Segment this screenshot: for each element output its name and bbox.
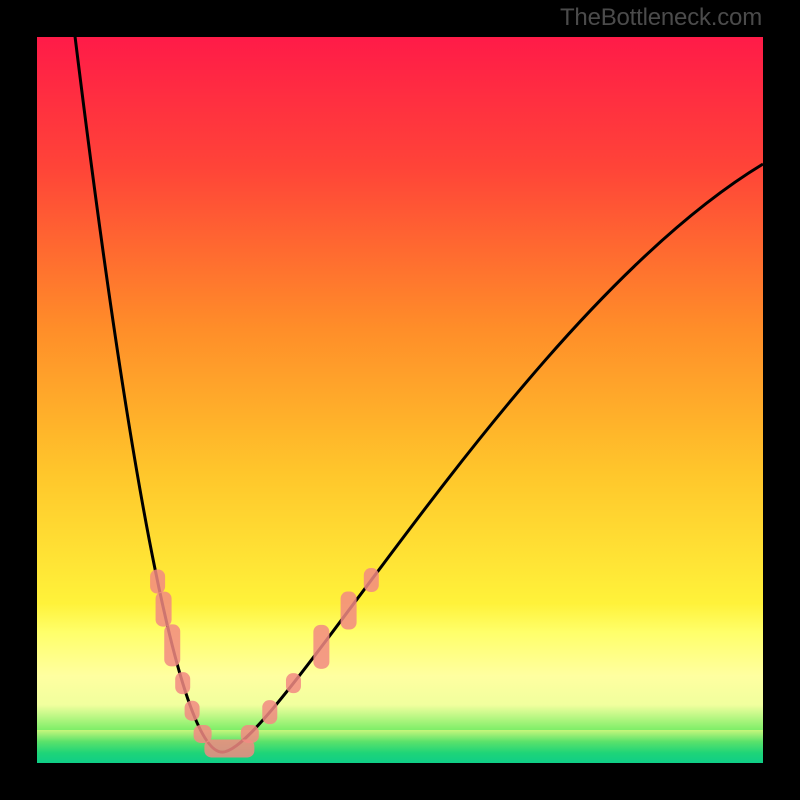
green-good-zone-band	[37, 730, 763, 763]
frame-border-right	[763, 0, 800, 800]
plot-area	[37, 37, 763, 763]
watermark-text: TheBottleneck.com	[560, 4, 762, 32]
frame-border-bottom	[0, 763, 800, 800]
frame-border-left	[0, 0, 37, 800]
heat-gradient-background	[37, 37, 763, 763]
chart-canvas: TheBottleneck.com	[0, 0, 800, 800]
